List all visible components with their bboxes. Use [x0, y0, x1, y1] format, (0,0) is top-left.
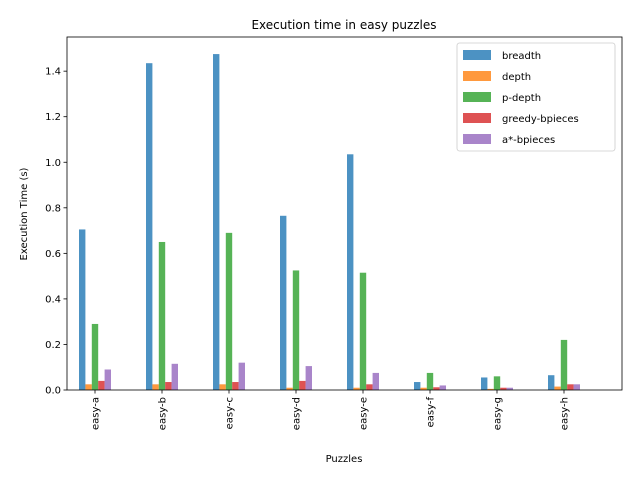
bar-a*-bpieces-easy-e: [372, 372, 379, 390]
bar-p-depth-easy-h: [560, 339, 568, 390]
x-tick-label: easy-c: [225, 397, 236, 429]
legend-label-breadth: breadth: [502, 51, 541, 62]
bar-a*-bpieces-easy-c: [238, 362, 245, 390]
bar-depth-easy-a: [85, 384, 92, 390]
legend-label-greedy-bpieces: greedy-bpieces: [502, 114, 579, 125]
bar-greedy-bpieces-easy-d: [299, 380, 306, 390]
bar-breadth-easy-c: [213, 54, 220, 390]
bar-breadth-easy-a: [79, 229, 86, 390]
bar-greedy-bpieces-easy-g: [500, 387, 507, 390]
bar-greedy-bpieces-easy-a: [98, 380, 105, 390]
y-tick-label: 0.2: [45, 340, 61, 351]
bar-depth-easy-f: [420, 387, 427, 390]
bar-a*-bpieces-easy-b: [171, 363, 178, 390]
x-tick-label: easy-d: [292, 397, 303, 430]
bar-breadth-easy-h: [548, 375, 555, 390]
legend-swatch-breadth: [463, 50, 491, 60]
legend: breadth depth p-depth greedy-bpieces a*-bpie…: [456, 42, 616, 152]
y-tick-label: 0.4: [45, 294, 61, 305]
legend-box: [456, 42, 616, 152]
bar-depth-easy-d: [286, 387, 293, 390]
bar-depth-easy-g: [487, 388, 494, 390]
legend-label-a*-bpieces: a*-bpieces: [502, 135, 555, 146]
bar-depth-easy-h: [554, 386, 561, 390]
bar-greedy-bpieces-easy-b: [165, 382, 172, 390]
y-tick-label: 1.2: [45, 112, 61, 123]
bar-breadth-easy-d: [280, 215, 287, 390]
x-tick-label: easy-a: [91, 397, 102, 430]
y-tick-label: 1.0: [45, 158, 61, 169]
bar-p-depth-easy-b: [158, 241, 166, 390]
bar-greedy-bpieces-easy-h: [567, 384, 574, 390]
x-tick-label: easy-e: [359, 397, 370, 430]
chart-title: Execution time in easy puzzles: [251, 18, 436, 32]
axes-frame: [66, 36, 623, 391]
bar-breadth-easy-g: [481, 377, 488, 390]
y-tick-label: 1.4: [45, 67, 61, 78]
bar-greedy-bpieces-easy-f: [433, 387, 440, 390]
y-axis-label: Execution Time (s): [19, 167, 30, 260]
bar-p-depth-easy-g: [493, 376, 501, 390]
x-axis-label: Puzzles: [326, 454, 363, 465]
bar-a*-bpieces-easy-g: [506, 387, 513, 390]
bar-a*-bpieces-easy-d: [305, 366, 312, 390]
y-tick-label: 0.6: [45, 249, 61, 260]
bar-breadth-easy-e: [347, 154, 354, 390]
bar-p-depth-easy-c: [225, 232, 233, 390]
bar-depth-easy-c: [219, 384, 226, 390]
legend-swatch-greedy-bpieces: [463, 113, 491, 123]
y-axis: 0.0 0.2 0.4 0.6 0.8 1.0 1.2 1.4: [45, 67, 67, 397]
x-axis: easy-a easy-b easy-c easy-d easy-e easy-f easy…: [91, 390, 571, 430]
y-tick-label: 0.0: [45, 386, 61, 397]
legend-label-depth: depth: [502, 72, 531, 83]
legend-swatch-p-depth: [463, 92, 491, 102]
bars-group: [79, 54, 580, 390]
bar-a*-bpieces-easy-h: [573, 384, 580, 390]
bar-depth-easy-e: [353, 387, 360, 390]
y-tick-label: 0.8: [45, 203, 61, 214]
x-tick-label: easy-h: [560, 397, 571, 430]
bar-p-depth-easy-a: [91, 323, 99, 390]
legend-label-p-depth: p-depth: [502, 93, 541, 104]
bar-breadth-easy-f: [414, 382, 421, 390]
x-tick-label: easy-f: [426, 397, 437, 428]
bar-breadth-easy-b: [146, 63, 153, 390]
bar-a*-bpieces-easy-a: [104, 369, 111, 390]
bar-p-depth-easy-f: [426, 372, 434, 390]
bar-p-depth-easy-d: [292, 270, 300, 390]
bar-depth-easy-b: [152, 384, 159, 390]
x-tick-label: easy-b: [158, 397, 169, 430]
x-tick-label: easy-g: [493, 397, 504, 430]
bar-p-depth-easy-e: [359, 272, 367, 390]
bar-greedy-bpieces-easy-c: [232, 382, 239, 390]
bar-greedy-bpieces-easy-e: [366, 384, 373, 390]
bar-a*-bpieces-easy-f: [439, 385, 446, 390]
legend-swatch-depth: [463, 71, 491, 81]
legend-swatch-a*-bpieces: [463, 134, 491, 144]
